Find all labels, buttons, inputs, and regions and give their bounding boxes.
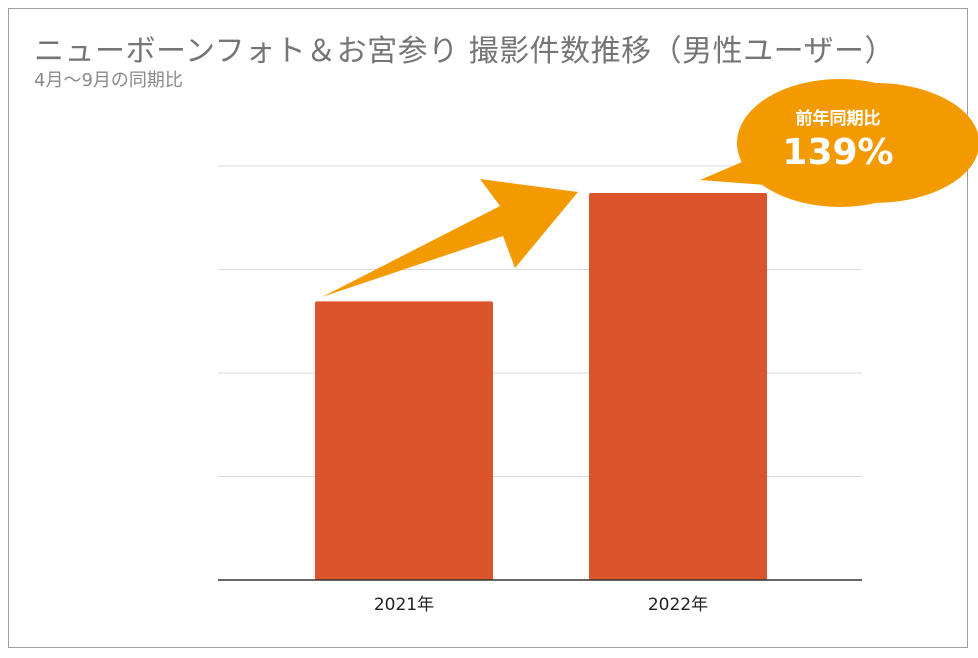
yoy-callout: 前年同期比 139% [700,79,978,207]
x-tick-label: 2022年 [648,595,708,615]
bar-2 [589,193,767,580]
callout-ellipse [737,79,943,207]
growth-arrow-icon [322,179,578,297]
x-tick-labels: 2021年 2022年 [374,595,708,615]
chart-title: ニューボーンフォト＆お宮参り 撮影件数推移（男性ユーザー） [34,34,896,69]
bars [315,193,767,580]
callout-value: 139% [782,132,893,173]
callout-label: 前年同期比 [796,108,881,129]
bar-1 [315,301,493,580]
chart-subtitle: 4月〜9月の同期比 [34,70,183,91]
x-tick-label: 2021年 [374,595,434,615]
